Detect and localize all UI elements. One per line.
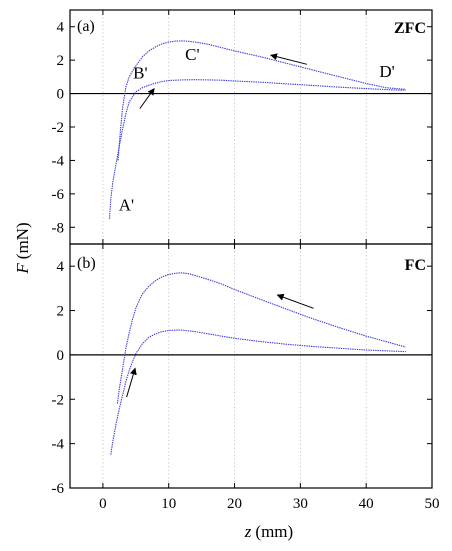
- y-tick-label: 2: [57, 304, 65, 320]
- series-line-2: [116, 272, 406, 404]
- x-tick-label: 40: [359, 496, 374, 512]
- x-tick-label: 50: [425, 496, 440, 512]
- x-tick-label: 0: [99, 496, 107, 512]
- y-tick-label: 4: [57, 259, 65, 275]
- y-tick-label: -4: [52, 153, 65, 169]
- condition-label-zfc: ZFC: [394, 20, 426, 37]
- x-axis-label: z (mm): [244, 522, 293, 541]
- panel-a: (a) ZFC -8 -6 -4 -2 0 2 4 A' B' C' D': [52, 9, 433, 245]
- y-tick-label: -8: [52, 220, 65, 236]
- annotation-label: D': [379, 62, 394, 81]
- series-line-2: [117, 40, 406, 161]
- y-tick-label: -4: [52, 437, 65, 453]
- series-line-1: [108, 79, 406, 219]
- y-axis-label-unit: (mN): [13, 222, 32, 259]
- direction-arrow: [139, 87, 155, 109]
- x-tick-label: 20: [227, 496, 242, 512]
- x-tick-label: 10: [161, 496, 176, 512]
- y-tick-label: -6: [52, 481, 65, 497]
- panel-label-a: (a): [77, 18, 95, 35]
- y-tick-label: -2: [52, 392, 65, 408]
- plot-frame: [69, 243, 433, 489]
- condition-label-fc: FC: [405, 257, 426, 274]
- annotation-label: C': [185, 45, 199, 64]
- annotation-label: B': [133, 64, 147, 83]
- x-tick-label: 30: [293, 496, 308, 512]
- series-line-1: [110, 329, 406, 455]
- x-axis-label-var: z: [244, 522, 252, 541]
- y-tick-label: 4: [57, 20, 65, 36]
- direction-arrow: [276, 293, 314, 309]
- direction-arrow: [126, 367, 137, 398]
- x-axis-label-unit: (mm): [255, 522, 293, 541]
- y-tick-label: 0: [57, 87, 65, 103]
- panel-label-b: (b): [77, 255, 96, 272]
- y-tick-label: 0: [57, 348, 65, 364]
- y-tick-label: -2: [52, 120, 65, 136]
- y-tick-label: -6: [52, 187, 65, 203]
- y-tick-label: 2: [57, 53, 65, 69]
- y-axis-label: F (mN): [13, 222, 32, 274]
- annotation-label: A': [119, 196, 134, 215]
- y-axis-label-var: F: [13, 263, 32, 275]
- direction-arrow: [270, 53, 308, 65]
